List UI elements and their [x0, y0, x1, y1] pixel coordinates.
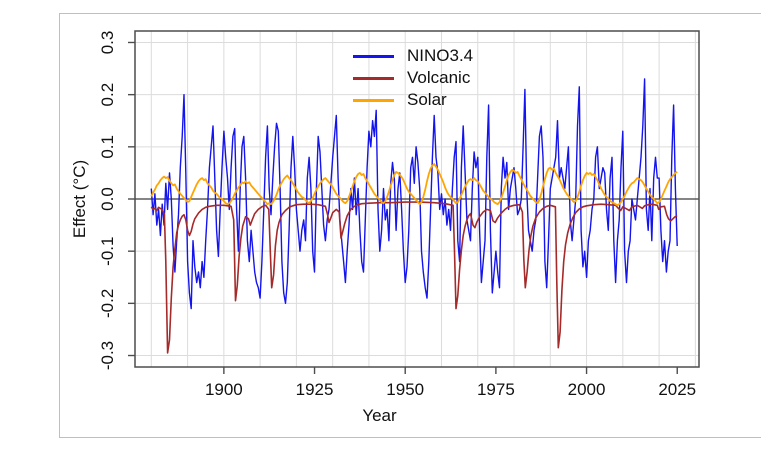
legend: NINO3.4 Volcanic Solar	[353, 45, 473, 111]
legend-line-nino34-icon	[353, 54, 394, 58]
chart-plot-area: 1900 1925 1950 1975 2000 2025 -0.3 -0.2 -0.1 0.0 0…	[98, 30, 700, 399]
legend-label-nino34: NINO3.4	[407, 46, 474, 65]
x-axis-title: Year	[362, 406, 397, 425]
legend-line-solar-icon	[353, 98, 394, 102]
x-tick-label: 1975	[477, 380, 515, 399]
y-axis-title: Effect (°C)	[70, 159, 89, 239]
x-tick-label: 1950	[386, 380, 424, 399]
y-tick-label: 0.3	[98, 31, 117, 55]
x-tick-label: 2000	[568, 380, 606, 399]
legend-item-volcanic: Volcanic	[353, 67, 473, 89]
y-tick-label: -0.1	[98, 237, 117, 266]
x-tick-label: 1925	[296, 380, 334, 399]
legend-item-solar: Solar	[353, 89, 473, 111]
y-tick-label: 0.2	[98, 83, 117, 107]
figure-panel: 1900 1925 1950 1975 2000 2025 -0.3 -0.2 -0.1 0.0 0…	[59, 13, 761, 438]
legend-item-nino34: NINO3.4	[353, 45, 473, 67]
legend-label-solar: Solar	[407, 90, 447, 109]
x-tick-label: 2025	[658, 380, 696, 399]
y-tick-label: -0.2	[98, 289, 117, 318]
legend-line-volcanic-icon	[353, 76, 394, 80]
x-tick-label: 1900	[205, 380, 243, 399]
legend-label-volcanic: Volcanic	[407, 68, 471, 87]
y-tick-label: -0.3	[98, 341, 117, 370]
y-tick-label: 0.0	[98, 187, 117, 211]
y-tick-label: 0.1	[98, 135, 117, 159]
